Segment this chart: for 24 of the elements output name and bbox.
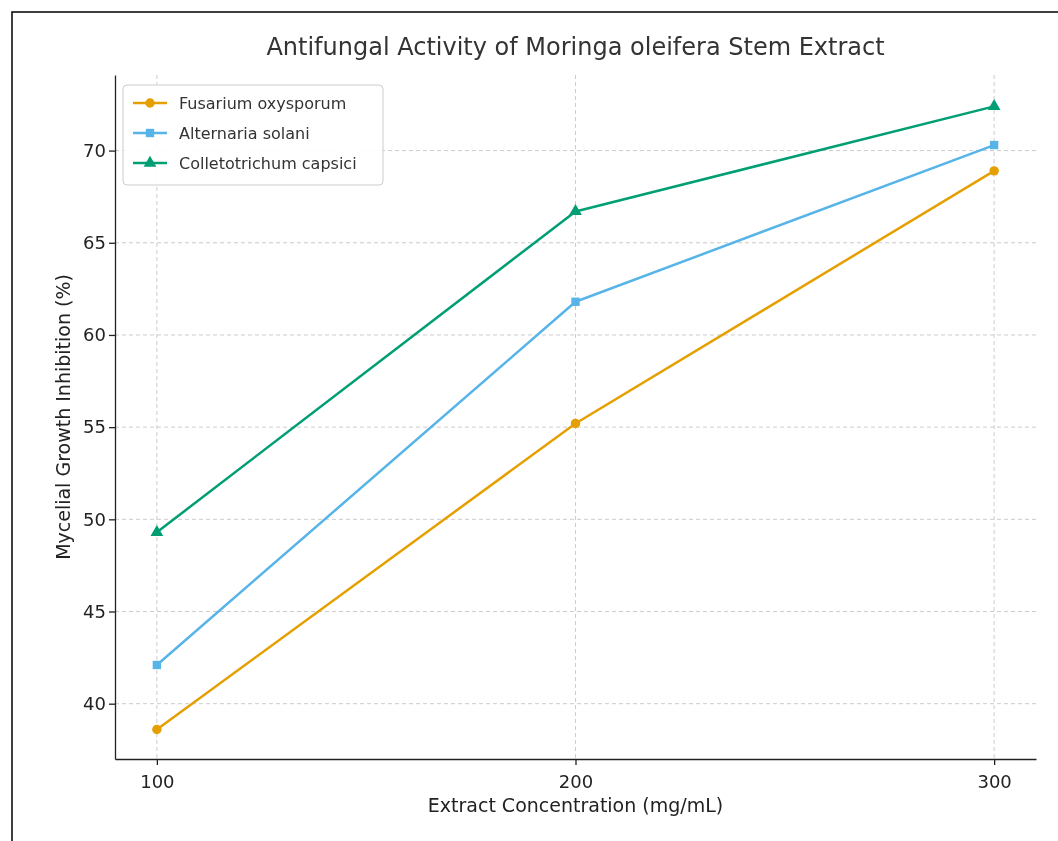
chart-title: Antifungal Activity of Moringa oleifera Stem Extract [266, 33, 885, 61]
y-tick-label: 50 [83, 508, 106, 530]
point [989, 140, 999, 150]
y-tick-label: 65 [83, 232, 106, 254]
x-tick-label: 200 [558, 770, 594, 792]
x-tick-label: 100 [140, 770, 175, 792]
y-axis-title: Mycelial Growth Inhibition (%) [52, 274, 74, 560]
point [987, 99, 1001, 111]
point [569, 204, 582, 216]
y-tick-label: 60 [83, 324, 106, 346]
point [152, 724, 162, 735]
point [989, 166, 999, 176]
y-tick-label: 40 [83, 692, 106, 714]
point [571, 297, 580, 306]
y-tick-label: 55 [83, 416, 106, 438]
legend-label: Colletotrichum capsici [179, 154, 357, 173]
y-tick-label: 45 [83, 600, 106, 622]
point [152, 660, 162, 670]
y-tick-label: 70 [83, 139, 106, 161]
legend-label: Alternaria solani [179, 124, 310, 143]
x-tick-label: 300 [977, 770, 1012, 792]
point [570, 418, 581, 429]
legend-label: Fusarium oxysporum [179, 94, 347, 113]
x-axis-title: Extract Concentration (mg/mL) [427, 794, 724, 816]
